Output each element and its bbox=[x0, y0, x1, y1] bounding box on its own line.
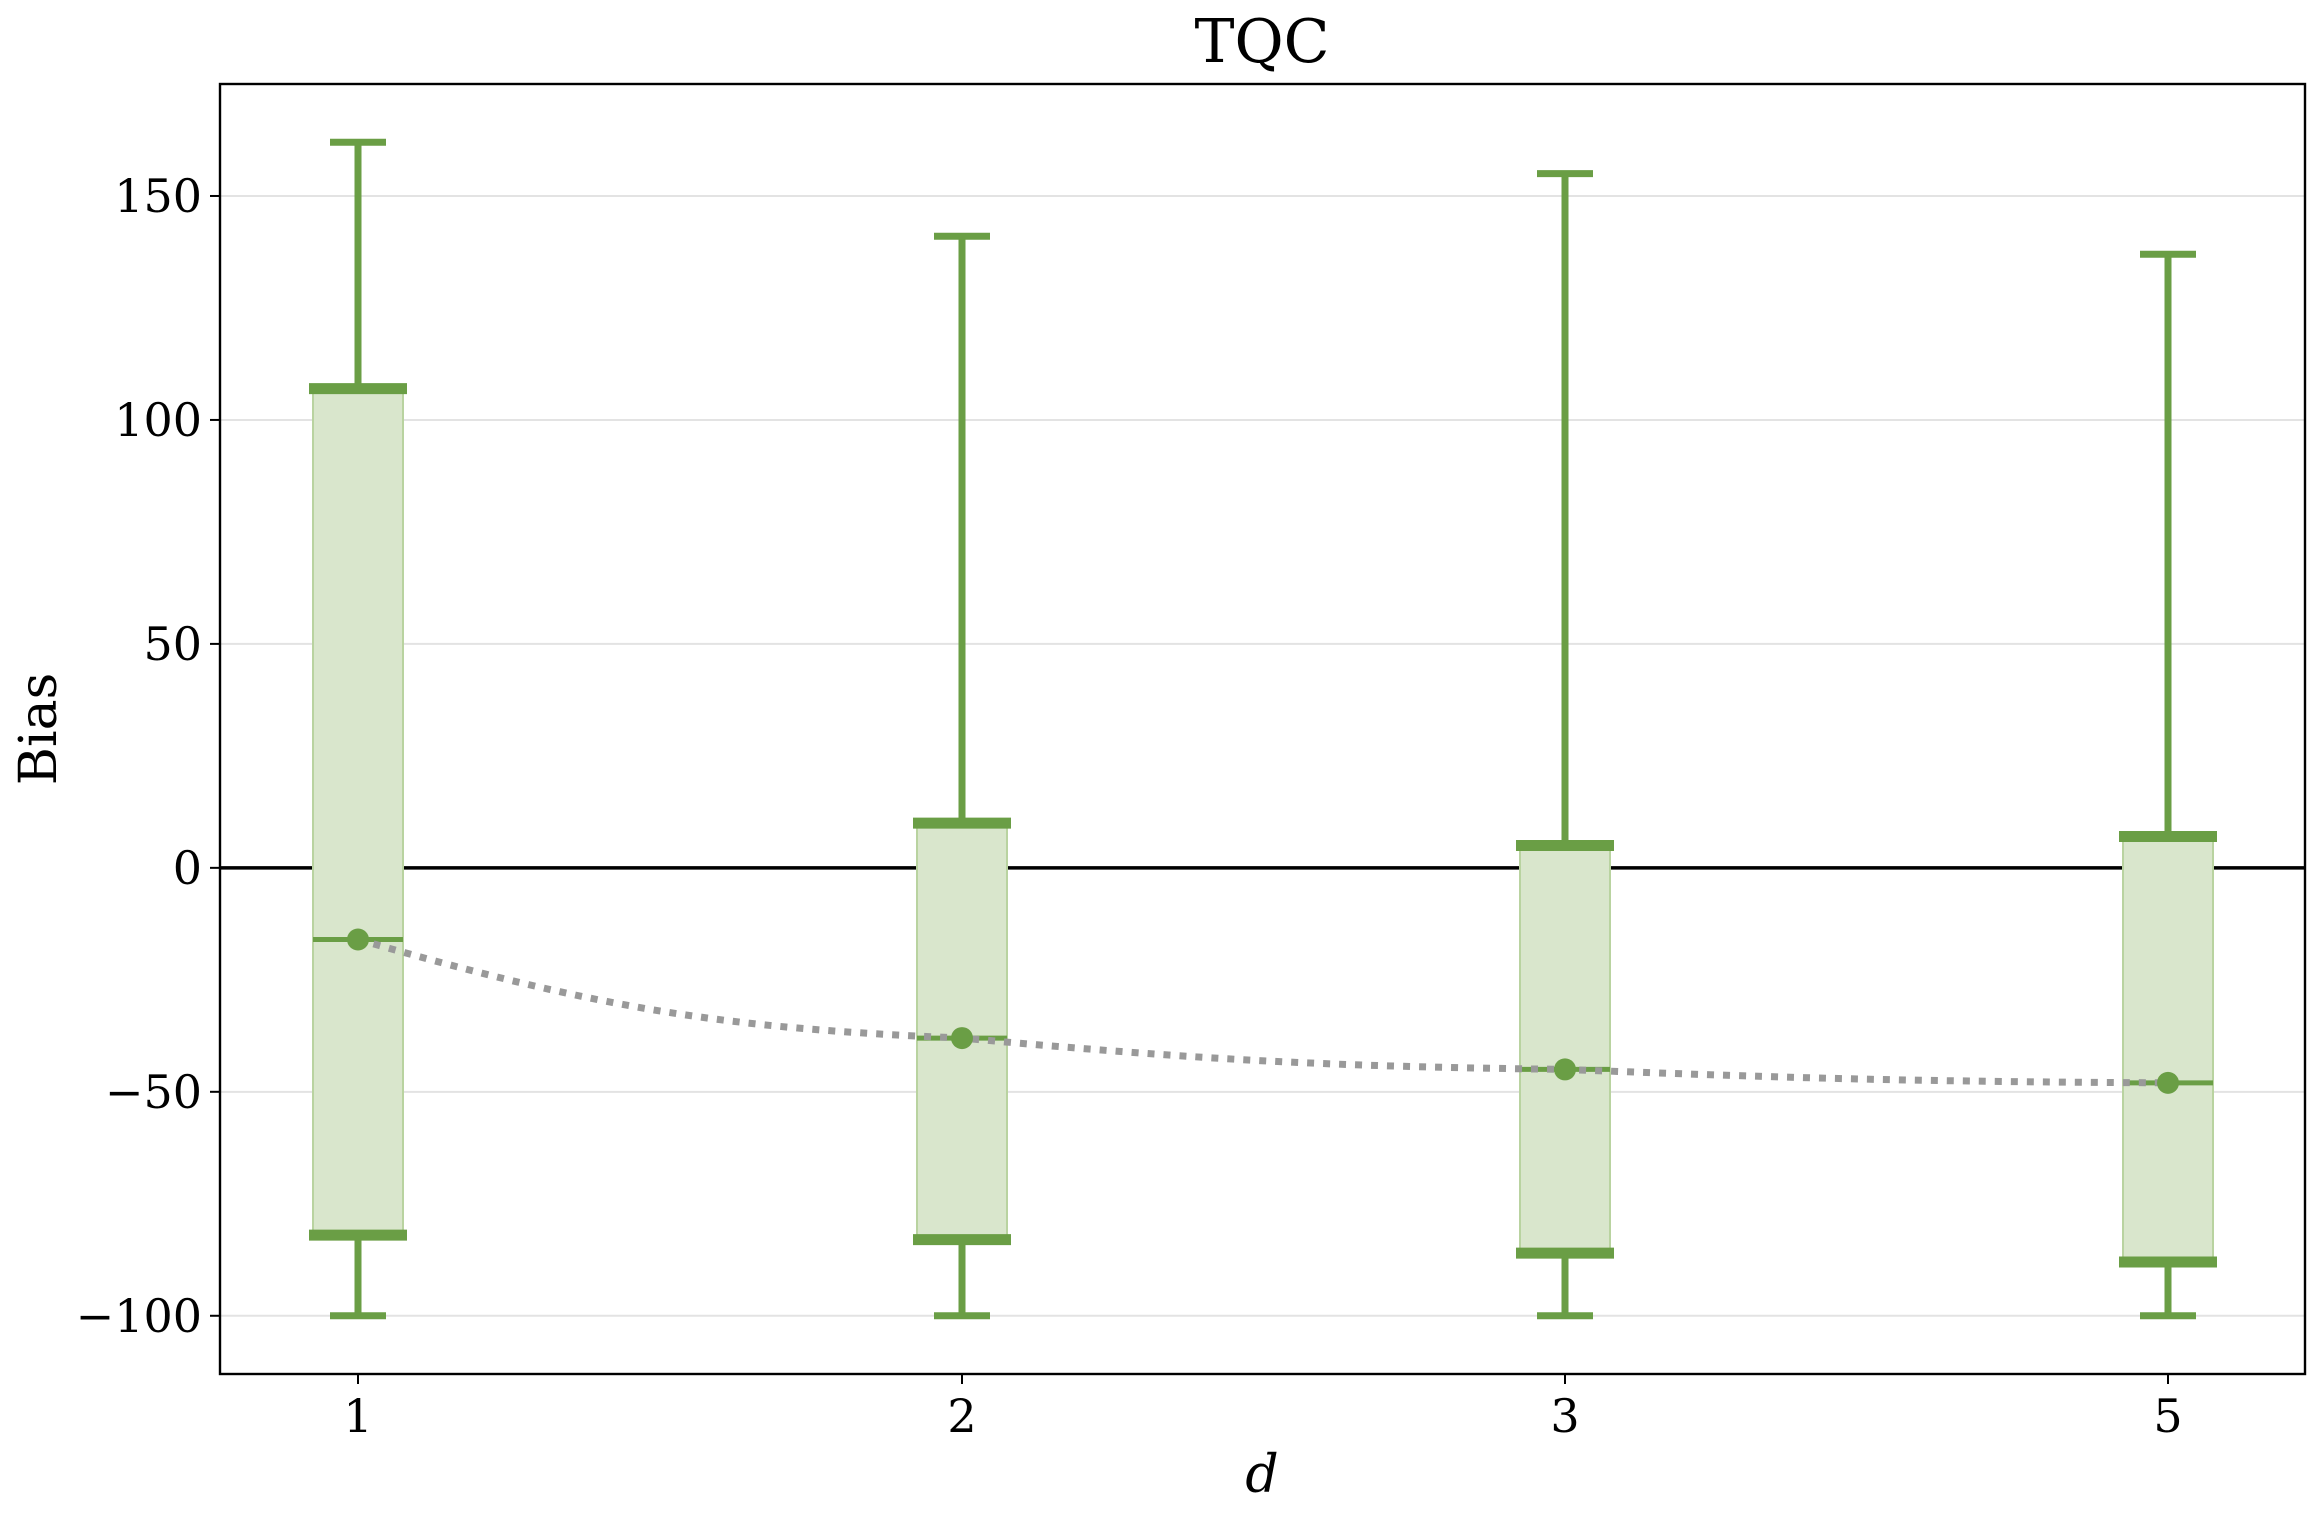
median-series bbox=[347, 928, 2179, 1094]
y-tick-label: −100 bbox=[76, 1289, 202, 1343]
box-group bbox=[913, 232, 1011, 1320]
x-tick-label: 1 bbox=[343, 1389, 372, 1443]
x-tick-label: 3 bbox=[1550, 1389, 1579, 1443]
x-axis-label: d bbox=[1245, 1445, 1278, 1505]
plot-frame bbox=[218, 82, 2307, 1376]
chart-title: TQC bbox=[1194, 7, 1329, 77]
y-axis-label: Bias bbox=[9, 673, 69, 786]
box-body bbox=[2122, 835, 2214, 1264]
box-group bbox=[309, 138, 407, 1320]
y-tick-label: 100 bbox=[114, 393, 202, 447]
grid-lines bbox=[220, 194, 2305, 1317]
median-point bbox=[2157, 1071, 2179, 1094]
boxes bbox=[309, 138, 2217, 1320]
y-tick-label: 0 bbox=[173, 841, 202, 895]
box-group bbox=[2119, 250, 2217, 1320]
box-group bbox=[1516, 170, 1614, 1320]
x-tick-label: 5 bbox=[2153, 1389, 2182, 1443]
median-trend-line bbox=[357, 936, 2169, 1087]
x-tick-label: 2 bbox=[947, 1389, 976, 1443]
y-tick-label: 50 bbox=[143, 617, 202, 671]
median-point bbox=[1554, 1058, 1576, 1081]
y-tick-label: 150 bbox=[114, 169, 202, 223]
box-body bbox=[312, 387, 404, 1237]
y-tick-label: −50 bbox=[105, 1065, 202, 1119]
box-body bbox=[1519, 844, 1611, 1255]
median-point bbox=[347, 928, 369, 951]
y-axis-ticks: 150 100 50 0 −50 −100 bbox=[76, 169, 220, 1343]
median-point bbox=[951, 1027, 973, 1050]
x-axis-ticks: 1 2 3 5 bbox=[343, 1374, 2183, 1443]
